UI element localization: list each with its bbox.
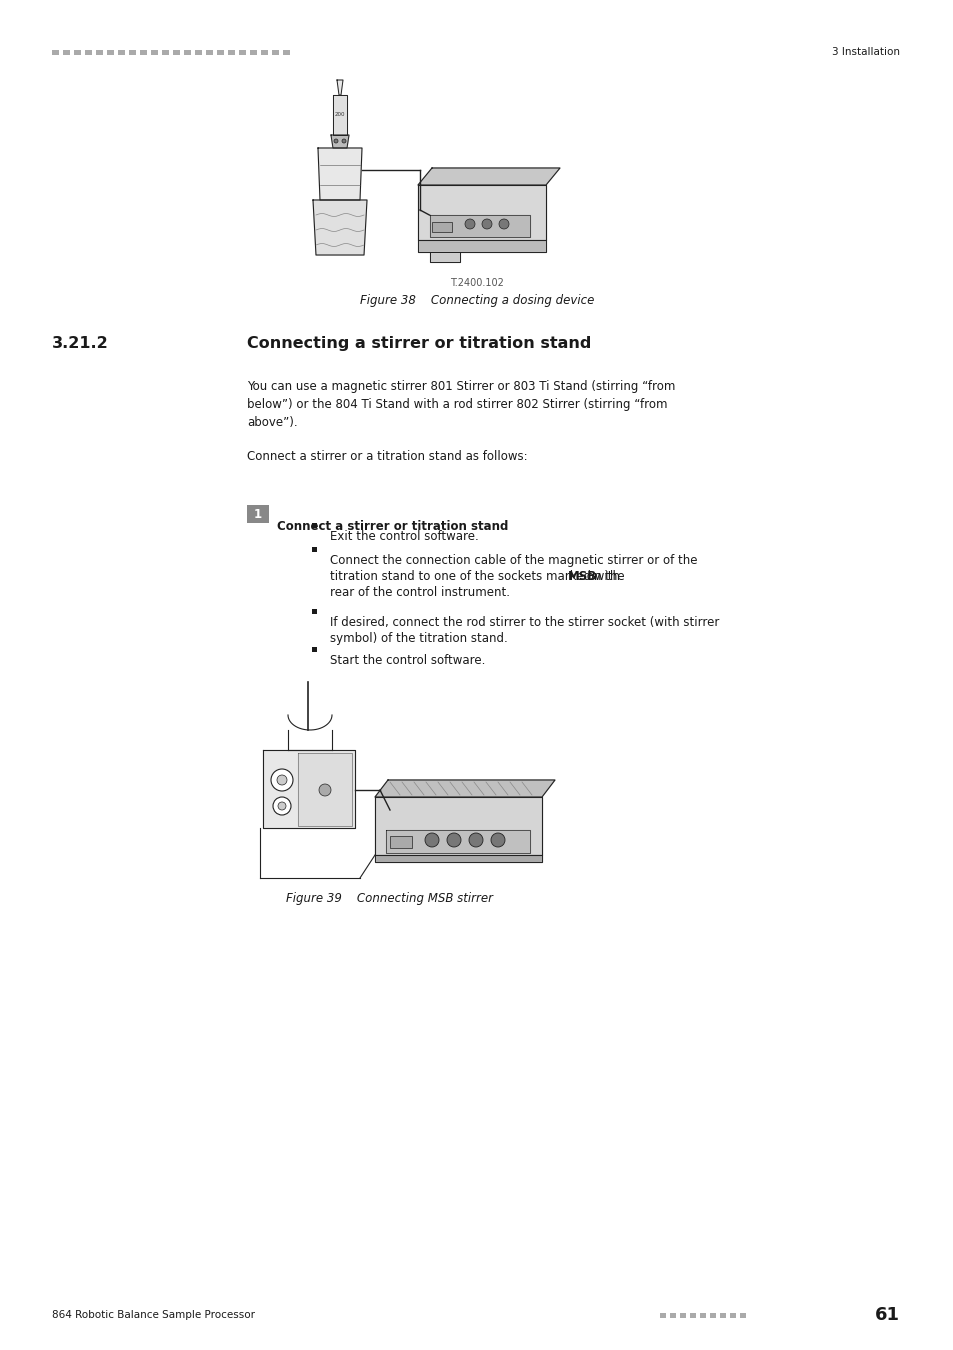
Bar bbox=[283, 50, 290, 55]
Bar bbox=[720, 1314, 725, 1318]
Bar bbox=[162, 50, 169, 55]
Bar bbox=[216, 50, 224, 55]
Bar bbox=[151, 50, 158, 55]
Text: below”) or the 804 Ti Stand with a rod stirrer 802 Stirrer (stirring “from: below”) or the 804 Ti Stand with a rod s… bbox=[247, 398, 667, 410]
Polygon shape bbox=[375, 780, 555, 796]
Text: titration stand to one of the sockets marked with: titration stand to one of the sockets ma… bbox=[330, 570, 623, 583]
Bar bbox=[740, 1314, 745, 1318]
Circle shape bbox=[469, 833, 482, 846]
Polygon shape bbox=[430, 252, 459, 262]
Circle shape bbox=[341, 139, 346, 143]
Circle shape bbox=[424, 833, 438, 846]
Polygon shape bbox=[386, 830, 530, 853]
Bar bbox=[118, 50, 125, 55]
Text: 200: 200 bbox=[335, 112, 345, 117]
Circle shape bbox=[491, 833, 504, 846]
Text: 864 Robotic Balance Sample Processor: 864 Robotic Balance Sample Processor bbox=[52, 1310, 254, 1320]
Text: on the: on the bbox=[582, 570, 623, 583]
Bar bbox=[432, 221, 452, 232]
Text: above”).: above”). bbox=[247, 416, 297, 429]
Bar bbox=[312, 647, 316, 652]
Circle shape bbox=[273, 796, 291, 815]
Polygon shape bbox=[297, 753, 352, 826]
Circle shape bbox=[447, 833, 460, 846]
Text: Connect the connection cable of the magnetic stirrer or of the: Connect the connection cable of the magn… bbox=[330, 554, 697, 567]
Circle shape bbox=[481, 219, 492, 230]
Bar bbox=[247, 505, 269, 522]
Polygon shape bbox=[333, 95, 347, 135]
Bar bbox=[129, 50, 136, 55]
Text: 1: 1 bbox=[253, 508, 262, 521]
Bar bbox=[74, 50, 81, 55]
Bar bbox=[312, 609, 316, 614]
Bar bbox=[679, 1314, 685, 1318]
Text: 61: 61 bbox=[874, 1305, 899, 1324]
Polygon shape bbox=[317, 148, 361, 200]
Circle shape bbox=[277, 802, 286, 810]
Polygon shape bbox=[375, 796, 541, 855]
Text: Connect a stirrer or titration stand: Connect a stirrer or titration stand bbox=[276, 520, 508, 533]
Circle shape bbox=[271, 769, 293, 791]
Text: symbol) of the titration stand.: symbol) of the titration stand. bbox=[330, 632, 507, 645]
Circle shape bbox=[334, 139, 337, 143]
Polygon shape bbox=[375, 855, 541, 863]
Polygon shape bbox=[263, 751, 355, 828]
Text: Connecting a stirrer or titration stand: Connecting a stirrer or titration stand bbox=[247, 336, 591, 351]
Text: 3.21.2: 3.21.2 bbox=[52, 336, 109, 351]
Bar bbox=[140, 50, 147, 55]
Polygon shape bbox=[417, 167, 559, 185]
Bar bbox=[228, 50, 234, 55]
Polygon shape bbox=[331, 135, 349, 148]
Bar bbox=[172, 50, 180, 55]
Text: If desired, connect the rod stirrer to the stirrer socket (with stirrer: If desired, connect the rod stirrer to t… bbox=[330, 616, 719, 629]
Bar bbox=[272, 50, 278, 55]
Polygon shape bbox=[417, 240, 545, 252]
Bar bbox=[250, 50, 256, 55]
Circle shape bbox=[464, 219, 475, 230]
Bar bbox=[700, 1314, 705, 1318]
Bar bbox=[206, 50, 213, 55]
Bar bbox=[689, 1314, 696, 1318]
Circle shape bbox=[498, 219, 509, 230]
Bar bbox=[194, 50, 202, 55]
Text: Exit the control software.: Exit the control software. bbox=[330, 531, 478, 543]
Polygon shape bbox=[313, 200, 367, 255]
Bar bbox=[261, 50, 268, 55]
Text: Figure 38    Connecting a dosing device: Figure 38 Connecting a dosing device bbox=[359, 294, 594, 306]
Text: Start the control software.: Start the control software. bbox=[330, 653, 485, 667]
Bar bbox=[312, 522, 316, 528]
Bar bbox=[52, 50, 59, 55]
Bar bbox=[709, 1314, 716, 1318]
Bar bbox=[63, 50, 70, 55]
Bar bbox=[312, 547, 316, 552]
Bar bbox=[729, 1314, 735, 1318]
Circle shape bbox=[276, 775, 287, 784]
Polygon shape bbox=[417, 185, 545, 240]
Text: You can use a magnetic stirrer 801 Stirrer or 803 Ti Stand (stirring “from: You can use a magnetic stirrer 801 Stirr… bbox=[247, 379, 675, 393]
Text: Connect a stirrer or a titration stand as follows:: Connect a stirrer or a titration stand a… bbox=[247, 450, 527, 463]
Text: T.2400.102: T.2400.102 bbox=[450, 278, 503, 288]
Text: MSB: MSB bbox=[567, 570, 597, 583]
Bar bbox=[107, 50, 113, 55]
Text: Figure 39    Connecting MSB stirrer: Figure 39 Connecting MSB stirrer bbox=[286, 892, 493, 904]
Text: rear of the control instrument.: rear of the control instrument. bbox=[330, 586, 510, 599]
Bar bbox=[184, 50, 191, 55]
Bar bbox=[85, 50, 91, 55]
Bar bbox=[669, 1314, 676, 1318]
Circle shape bbox=[318, 784, 331, 796]
Polygon shape bbox=[430, 215, 530, 238]
Bar bbox=[239, 50, 246, 55]
Text: 3 Installation: 3 Installation bbox=[831, 47, 899, 57]
Polygon shape bbox=[336, 80, 343, 94]
Bar bbox=[390, 836, 412, 848]
Bar bbox=[659, 1314, 665, 1318]
Bar bbox=[96, 50, 103, 55]
